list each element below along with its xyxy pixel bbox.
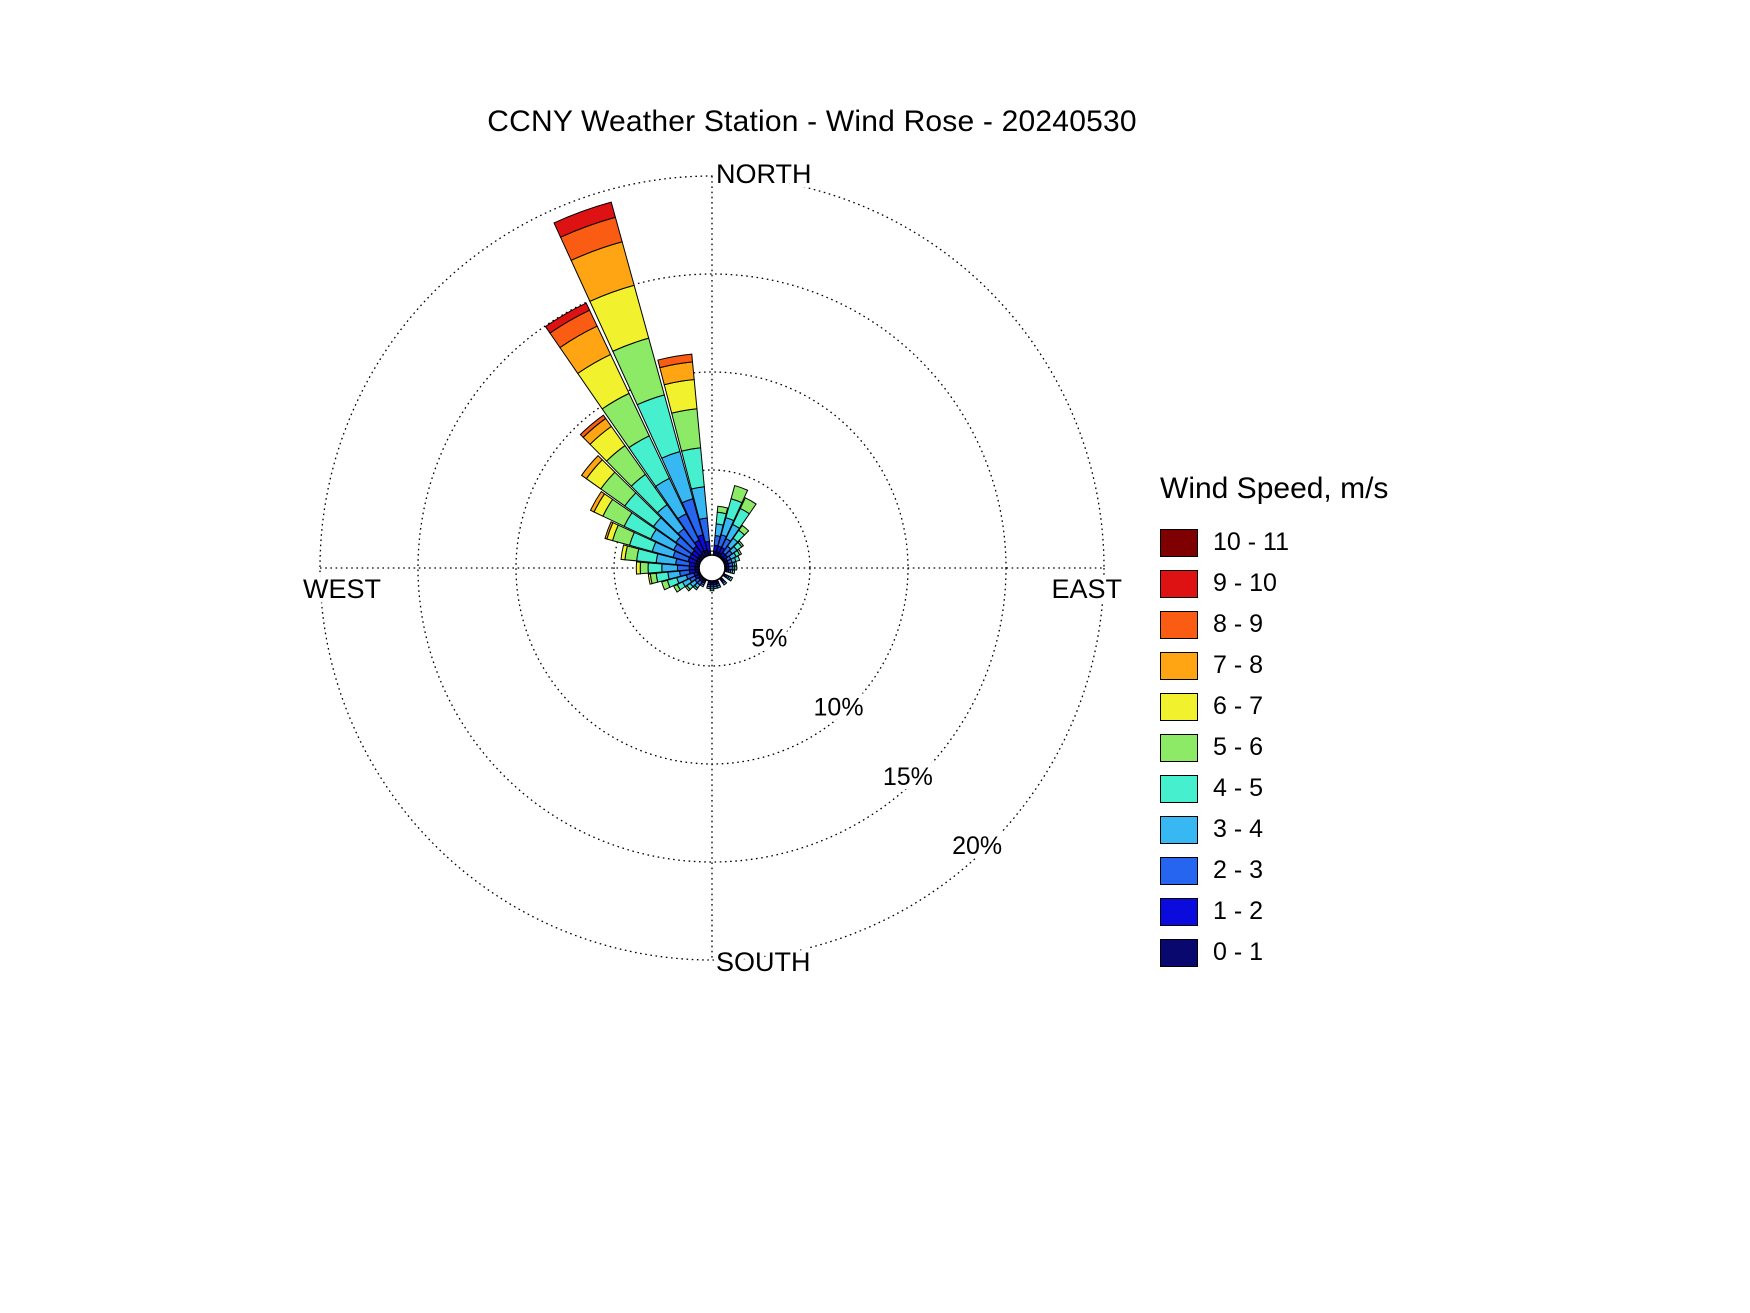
legend-item: 10 - 11 xyxy=(1160,522,1388,563)
legend-item: 7 - 8 xyxy=(1160,645,1388,686)
legend-swatch xyxy=(1160,692,1198,721)
legend-item: 3 - 4 xyxy=(1160,809,1388,850)
legend-label: 1 - 2 xyxy=(1213,897,1264,925)
legend-swatch xyxy=(1160,938,1198,967)
legend-swatch xyxy=(1160,856,1198,885)
legend-item: 4 - 5 xyxy=(1160,768,1388,809)
ring-label-5pct: 5% xyxy=(751,624,787,652)
legend-label: 10 - 11 xyxy=(1213,528,1289,556)
petal-260deg xyxy=(647,568,701,585)
calm-center-circle xyxy=(698,554,726,582)
legend-swatch xyxy=(1160,733,1198,762)
legend-item: 2 - 3 xyxy=(1160,850,1388,891)
legend-title: Wind Speed, m/s xyxy=(1160,472,1389,505)
petal-190deg xyxy=(706,579,712,590)
legend-swatch xyxy=(1160,897,1198,926)
legend-label: 0 - 1 xyxy=(1213,938,1264,966)
direction-label-east: EAST xyxy=(1051,574,1122,604)
petal-40deg xyxy=(718,524,750,560)
legend-swatch xyxy=(1160,610,1198,639)
legend-label: 8 - 9 xyxy=(1213,610,1264,638)
legend-item: 0 - 1 xyxy=(1160,932,1388,973)
petal-100deg xyxy=(723,568,736,575)
legend-swatch xyxy=(1160,774,1198,803)
legend-item: 1 - 2 xyxy=(1160,891,1388,932)
petal-340deg xyxy=(553,201,710,557)
ring-label-10pct: 10% xyxy=(814,694,864,722)
petal-290deg xyxy=(604,521,701,566)
legend-label: 7 - 8 xyxy=(1213,651,1264,679)
legend-rows: 10 - 11 9 - 10 8 - 9 7 - 8 6 - 7 5 - 6 4 - 5 3 … xyxy=(1160,522,1388,973)
legend-swatch xyxy=(1160,651,1198,680)
direction-label-south: SOUTH xyxy=(716,947,811,977)
petal-30deg xyxy=(716,497,757,558)
legend-swatch xyxy=(1160,569,1198,598)
ring-label-15pct: 15% xyxy=(883,763,933,791)
grid-ring-15pct xyxy=(417,273,1007,863)
legend-label: 9 - 10 xyxy=(1213,569,1277,597)
legend-item: 8 - 9 xyxy=(1160,604,1388,645)
legend-label: 5 - 6 xyxy=(1213,733,1264,761)
petal-320deg xyxy=(579,414,706,560)
legend-label: 2 - 3 xyxy=(1213,856,1264,884)
wind-speed-legend: Wind Speed, m/s 10 - 11 9 - 10 8 - 9 7 - 8 6… xyxy=(1160,472,1388,973)
legend-label: 4 - 5 xyxy=(1213,774,1264,802)
legend-swatch xyxy=(1160,528,1198,557)
legend-label: 3 - 4 xyxy=(1213,815,1264,843)
legend-item: 9 - 10 xyxy=(1160,563,1388,604)
direction-label-north: NORTH xyxy=(716,159,812,189)
legend-item: 5 - 6 xyxy=(1160,727,1388,768)
legend-item: 6 - 7 xyxy=(1160,686,1388,727)
petal-300deg xyxy=(589,490,702,564)
petal-350deg xyxy=(657,353,712,557)
chart-title: CCNY Weather Station - Wind Rose - 20240… xyxy=(487,105,1137,138)
petal-310deg xyxy=(580,454,704,562)
legend-label: 6 - 7 xyxy=(1213,692,1264,720)
petal-20deg xyxy=(714,484,749,557)
legend-swatch xyxy=(1160,815,1198,844)
petal-330deg xyxy=(544,302,708,558)
petal-280deg xyxy=(620,544,701,568)
ring-label-20pct: 20% xyxy=(952,832,1002,860)
direction-label-west: WEST xyxy=(303,574,381,604)
